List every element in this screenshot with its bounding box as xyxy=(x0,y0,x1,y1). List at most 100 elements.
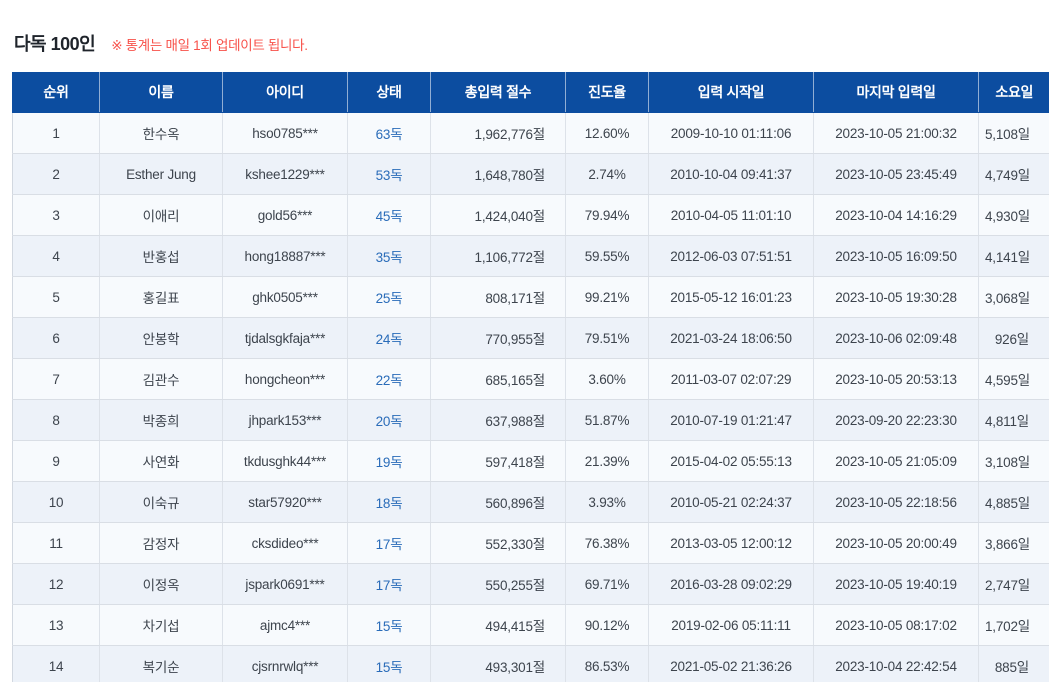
cell-progress: 76.38% xyxy=(565,522,649,564)
table-header-row: 순위 이름 아이디 상태 총입력 절수 진도율 입력 시작일 마지막 입력일 소… xyxy=(12,72,1049,113)
cell-rank: 4 xyxy=(12,235,100,277)
cell-name: 김관수 xyxy=(99,358,223,400)
cell-total-verses: 685,165절 xyxy=(430,358,566,400)
update-note: ※ 통계는 매일 1회 업데이트 됩니다. xyxy=(111,38,308,53)
cell-days: 926일 xyxy=(978,317,1049,359)
cell-days: 4,930일 xyxy=(978,194,1049,236)
cell-start-date: 2010-04-05 11:01:10 xyxy=(648,194,814,236)
col-header-name: 이름 xyxy=(99,72,223,113)
cell-name: 차기섭 xyxy=(99,604,223,646)
table-row: 11 감정자 cksdideo*** 17독 552,330절 76.38% 2013-03… xyxy=(12,522,1049,564)
cell-status: 63독 xyxy=(347,112,431,154)
status-link[interactable]: 53독 xyxy=(375,168,403,183)
cell-name: 반홍섭 xyxy=(99,235,223,277)
status-link[interactable]: 45독 xyxy=(375,209,403,224)
cell-user-id: tkdusghk44*** xyxy=(222,440,348,482)
cell-days: 4,885일 xyxy=(978,481,1049,523)
cell-start-date: 2010-05-21 02:24:37 xyxy=(648,481,814,523)
cell-start-date: 2010-07-19 01:21:47 xyxy=(648,399,814,441)
cell-name: 이숙규 xyxy=(99,481,223,523)
cell-total-verses: 1,106,772절 xyxy=(430,235,566,277)
status-link[interactable]: 18독 xyxy=(375,496,403,511)
cell-last-date: 2023-10-05 19:40:19 xyxy=(813,563,979,605)
cell-start-date: 2016-03-28 09:02:29 xyxy=(648,563,814,605)
cell-total-verses: 597,418절 xyxy=(430,440,566,482)
status-link[interactable]: 25독 xyxy=(375,291,403,306)
cell-user-id: kshee1229*** xyxy=(222,153,348,195)
table-row: 9 사연화 tkdusghk44*** 19독 597,418절 21.39% 2015-0… xyxy=(12,440,1049,482)
status-link[interactable]: 22독 xyxy=(375,373,403,388)
cell-rank: 5 xyxy=(12,276,100,318)
table-row: 5 홍길표 ghk0505*** 25독 808,171절 99.21% 2015-05-1… xyxy=(12,276,1049,318)
cell-user-id: ajmc4*** xyxy=(222,604,348,646)
cell-name: 안봉학 xyxy=(99,317,223,359)
cell-last-date: 2023-09-20 22:23:30 xyxy=(813,399,979,441)
table-row: 12 이정옥 jspark0691*** 17독 550,255절 69.71% 2016-… xyxy=(12,563,1049,605)
cell-name: 박종희 xyxy=(99,399,223,441)
table-row: 6 안봉학 tjdalsgkfaja*** 24독 770,955절 79.51% 2021… xyxy=(12,317,1049,359)
cell-status: 15독 xyxy=(347,645,431,682)
cell-name: 감정자 xyxy=(99,522,223,564)
cell-total-verses: 560,896절 xyxy=(430,481,566,523)
ranking-table-wrap: 순위 이름 아이디 상태 총입력 절수 진도율 입력 시작일 마지막 입력일 소… xyxy=(12,72,1049,682)
ranking-table: 순위 이름 아이디 상태 총입력 절수 진도율 입력 시작일 마지막 입력일 소… xyxy=(12,72,1049,682)
cell-name: 복기순 xyxy=(99,645,223,682)
col-header-start: 입력 시작일 xyxy=(648,72,814,113)
status-link[interactable]: 19독 xyxy=(375,455,403,470)
cell-days: 4,811일 xyxy=(978,399,1049,441)
cell-user-id: star57920*** xyxy=(222,481,348,523)
cell-days: 3,866일 xyxy=(978,522,1049,564)
cell-status: 24독 xyxy=(347,317,431,359)
cell-last-date: 2023-10-04 14:16:29 xyxy=(813,194,979,236)
cell-status: 25독 xyxy=(347,276,431,318)
status-link[interactable]: 35독 xyxy=(375,250,403,265)
cell-start-date: 2012-06-03 07:51:51 xyxy=(648,235,814,277)
status-link[interactable]: 17독 xyxy=(375,578,403,593)
cell-status: 53독 xyxy=(347,153,431,195)
cell-status: 17독 xyxy=(347,522,431,564)
cell-status: 18독 xyxy=(347,481,431,523)
cell-status: 35독 xyxy=(347,235,431,277)
cell-last-date: 2023-10-05 23:45:49 xyxy=(813,153,979,195)
cell-days: 4,595일 xyxy=(978,358,1049,400)
cell-rank: 1 xyxy=(12,112,100,154)
cell-start-date: 2011-03-07 02:07:29 xyxy=(648,358,814,400)
page-header: 다독 100인 ※ 통계는 매일 1회 업데이트 됩니다. xyxy=(0,0,1049,60)
cell-progress: 21.39% xyxy=(565,440,649,482)
status-link[interactable]: 15독 xyxy=(375,660,403,675)
cell-start-date: 2015-05-12 16:01:23 xyxy=(648,276,814,318)
cell-total-verses: 494,415절 xyxy=(430,604,566,646)
table-row: 4 반홍섭 hong18887*** 35독 1,106,772절 59.55% 2012-… xyxy=(12,235,1049,277)
cell-rank: 11 xyxy=(12,522,100,564)
status-link[interactable]: 17독 xyxy=(375,537,403,552)
col-header-rank: 순위 xyxy=(12,72,100,113)
cell-days: 4,749일 xyxy=(978,153,1049,195)
cell-last-date: 2023-10-04 22:42:54 xyxy=(813,645,979,682)
cell-status: 45독 xyxy=(347,194,431,236)
cell-days: 885일 xyxy=(978,645,1049,682)
cell-name: 이애리 xyxy=(99,194,223,236)
table-row: 3 이애리 gold56*** 45독 1,424,040절 79.94% 2010-04-… xyxy=(12,194,1049,236)
status-link[interactable]: 24독 xyxy=(375,332,403,347)
cell-rank: 9 xyxy=(12,440,100,482)
status-link[interactable]: 20독 xyxy=(375,414,403,429)
cell-total-verses: 550,255절 xyxy=(430,563,566,605)
cell-last-date: 2023-10-05 20:53:13 xyxy=(813,358,979,400)
cell-rank: 13 xyxy=(12,604,100,646)
cell-rank: 12 xyxy=(12,563,100,605)
cell-total-verses: 808,171절 xyxy=(430,276,566,318)
cell-progress: 69.71% xyxy=(565,563,649,605)
cell-total-verses: 1,962,776절 xyxy=(430,112,566,154)
cell-rank: 2 xyxy=(12,153,100,195)
cell-start-date: 2021-03-24 18:06:50 xyxy=(648,317,814,359)
status-link[interactable]: 63독 xyxy=(375,127,403,142)
col-header-total: 총입력 절수 xyxy=(430,72,566,113)
status-link[interactable]: 15독 xyxy=(375,619,403,634)
cell-days: 3,068일 xyxy=(978,276,1049,318)
cell-status: 19독 xyxy=(347,440,431,482)
cell-progress: 90.12% xyxy=(565,604,649,646)
cell-total-verses: 637,988절 xyxy=(430,399,566,441)
table-body: 1 한수옥 hso0785*** 63독 1,962,776절 12.60% 2009-10… xyxy=(12,112,1049,682)
cell-user-id: ghk0505*** xyxy=(222,276,348,318)
cell-last-date: 2023-10-05 08:17:02 xyxy=(813,604,979,646)
